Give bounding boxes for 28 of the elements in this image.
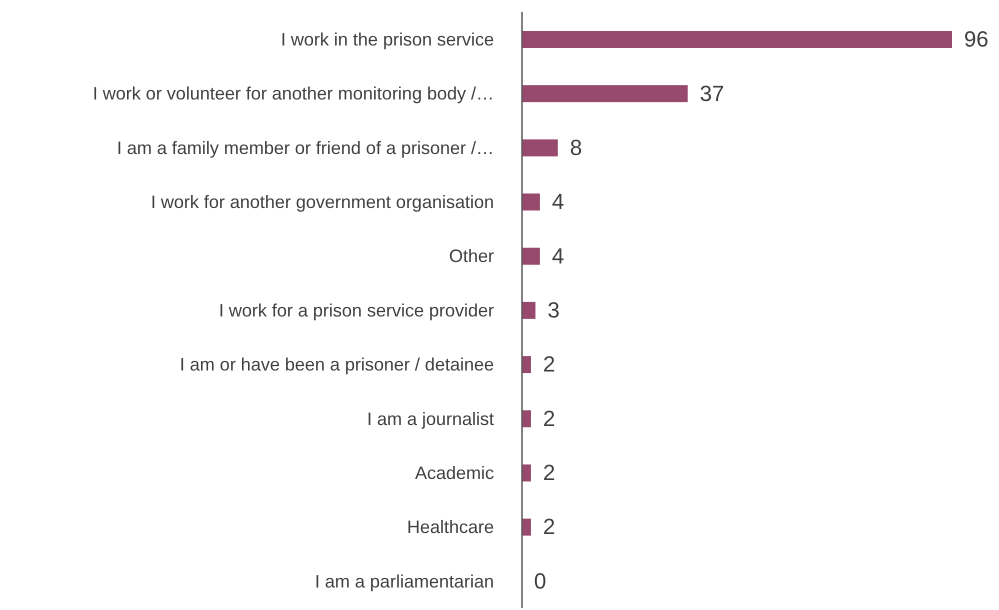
bar (522, 302, 536, 319)
data-label: 96 (964, 26, 988, 52)
y-tick-label: I am a family member or friend of a prisoner /… (116, 138, 494, 158)
bar (522, 139, 558, 156)
y-tick-label: Academic (414, 462, 494, 483)
y-tick-label: I work in the prison service (280, 29, 494, 50)
data-label: 3 (547, 298, 560, 322)
data-label: 2 (542, 514, 556, 540)
data-label: 2 (542, 460, 556, 486)
y-tick-label: I am or have been a prisoner / detainee (180, 354, 494, 375)
bar (522, 85, 688, 102)
bar (522, 248, 540, 265)
data-label: 0 (534, 568, 546, 594)
bar (522, 31, 952, 48)
y-tick-label: I am a journalist (366, 408, 494, 429)
data-label: 37 (700, 80, 724, 106)
bar (522, 194, 540, 211)
y-tick-label: I am a parliamentarian (314, 571, 494, 592)
y-tick-label: Other (448, 246, 494, 266)
y-tick-label: Healthcare (406, 517, 494, 538)
data-label: 2 (542, 352, 556, 377)
y-tick-label: I work for a prison service provider (218, 300, 494, 320)
data-label: 2 (542, 406, 556, 431)
data-label: 4 (552, 243, 564, 268)
y-tick-label: I work for another government organisation (150, 192, 494, 212)
data-label: 4 (552, 189, 564, 214)
y-tick-label: I work or volunteer for another monitoring body /… (92, 84, 494, 104)
data-label: 8 (570, 134, 582, 160)
